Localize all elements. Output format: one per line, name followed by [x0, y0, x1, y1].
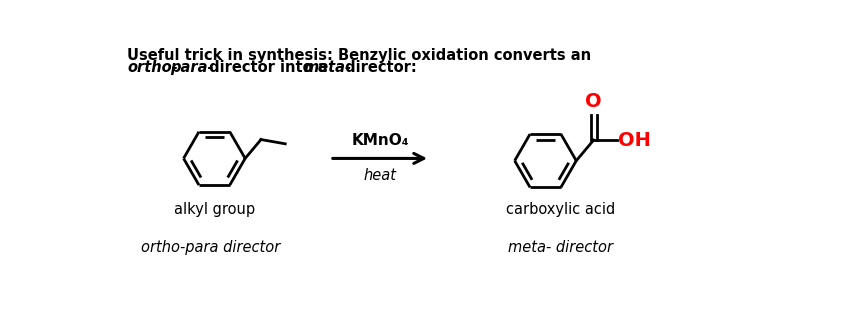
Text: ortho-: ortho- — [127, 60, 178, 75]
Text: carboxylic acid: carboxylic acid — [507, 202, 616, 216]
Text: ortho-para director: ortho-para director — [141, 240, 280, 255]
Text: director:: director: — [340, 60, 417, 75]
Text: KMnO₄: KMnO₄ — [352, 133, 409, 148]
Text: meta- director: meta- director — [508, 240, 613, 255]
Text: Useful trick in synthesis: Benzylic oxidation converts an: Useful trick in synthesis: Benzylic oxid… — [127, 47, 591, 62]
Text: heat: heat — [364, 168, 397, 183]
Text: OH: OH — [618, 130, 651, 150]
Text: O: O — [585, 92, 602, 111]
Text: meta-: meta- — [303, 60, 352, 75]
Text: alkyl group: alkyl group — [174, 202, 255, 216]
Text: director into a: director into a — [204, 60, 333, 75]
Text: para-: para- — [171, 60, 214, 75]
